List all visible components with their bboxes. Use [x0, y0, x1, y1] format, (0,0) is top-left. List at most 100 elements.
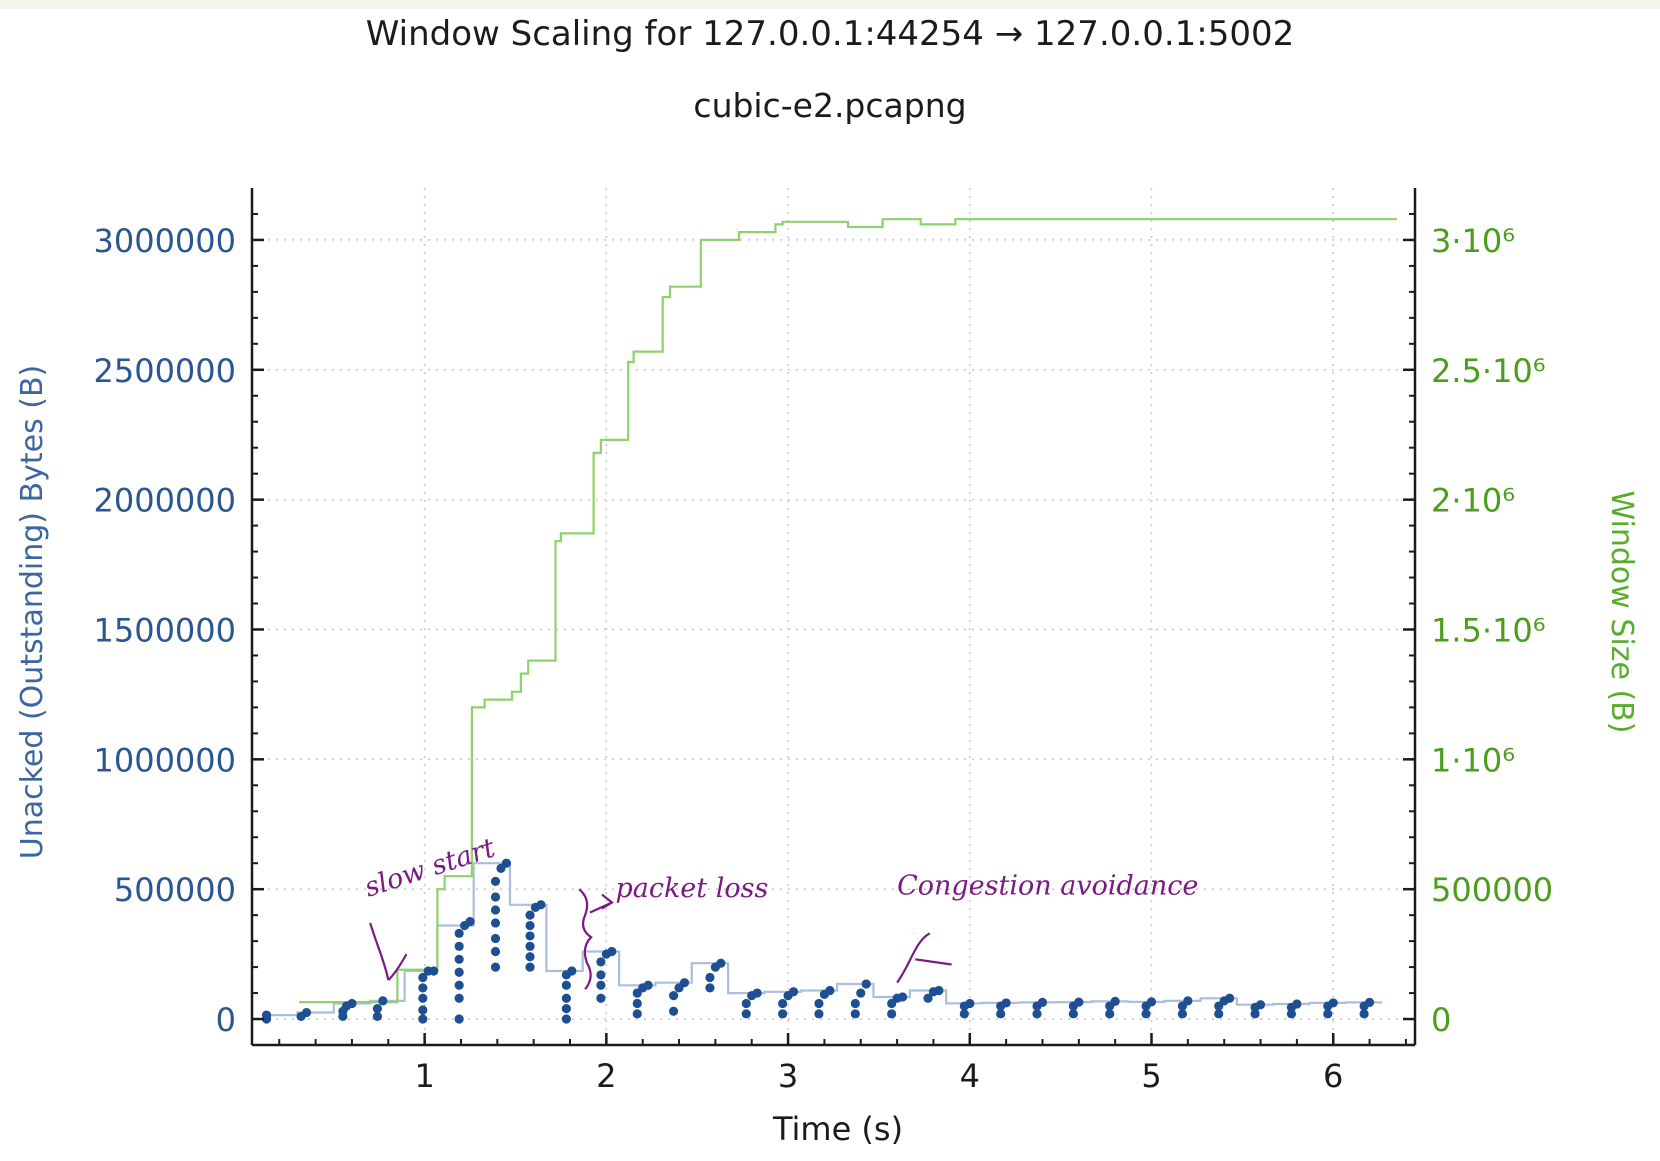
unacked-bytes-point	[525, 962, 535, 972]
y-axis-label: Unacked (Outstanding) Bytes (B)	[15, 365, 50, 859]
unacked-bytes-point	[643, 980, 653, 990]
unacked-bytes-point	[490, 933, 501, 944]
unacked-bytes-point	[632, 998, 642, 1009]
unacked-bytes-point	[465, 917, 475, 927]
unacked-bytes-point	[501, 858, 512, 868]
unacked-bytes-point	[850, 1009, 860, 1019]
unacked-bytes-point	[778, 998, 788, 1009]
unacked-bytes-point	[347, 998, 357, 1009]
unacked-bytes-point	[454, 928, 464, 938]
unacked-bytes-point	[1359, 1009, 1369, 1019]
unacked-bytes-point	[668, 1006, 679, 1016]
unacked-bytes-point	[1225, 993, 1235, 1003]
unacked-bytes-point	[454, 967, 464, 977]
unacked-bytes-point	[1141, 1009, 1151, 1019]
unacked-bytes-point	[897, 992, 908, 1002]
unacked-bytes-point	[561, 1004, 571, 1014]
unacked-bytes-point	[923, 993, 933, 1003]
unacked-bytes-point	[525, 952, 535, 962]
window-size-line	[299, 218, 1397, 1004]
unacked-bytes-point	[561, 993, 571, 1003]
unacked-bytes-point	[788, 987, 799, 997]
unacked-bytes-point	[454, 980, 464, 990]
unacked-bytes-point	[372, 1004, 382, 1014]
annotation-slow-start-arrow	[369, 922, 408, 981]
unacked-bytes-point	[1001, 998, 1011, 1008]
unacked-bytes-point	[1032, 1009, 1042, 1019]
annotation-packet-loss-brace	[578, 888, 593, 990]
unacked-bytes-point	[959, 1009, 969, 1019]
unacked-bytes-point	[596, 970, 606, 980]
unacked-bytes-point	[607, 946, 617, 957]
y2-tick-label: 1·10⁶	[1431, 741, 1515, 779]
unacked-bytes-point	[567, 966, 577, 976]
unacked-bytes-point	[887, 1009, 897, 1019]
unacked-bytes-point	[856, 988, 866, 998]
y-tick-label: 2000000	[93, 482, 236, 520]
unacked-bytes-point	[418, 1014, 428, 1024]
unacked-bytes-point	[716, 958, 726, 968]
unacked-bytes-point	[632, 1009, 642, 1019]
y-tick-label: 3000000	[93, 222, 236, 260]
y-tick-label: 1000000	[93, 741, 236, 779]
annotation-slow-start: slow start	[361, 832, 499, 903]
chart-subtitle: cubic-e2.pcapng	[693, 86, 967, 125]
grid	[252, 188, 1415, 1045]
unacked-bytes-point	[418, 972, 428, 983]
x-tick-label: 4	[960, 1057, 980, 1095]
unacked-bytes-point	[705, 972, 715, 983]
x-tick-label: 2	[596, 1057, 616, 1095]
unacked-bytes-point	[861, 979, 871, 989]
unacked-bytes-point	[418, 993, 428, 1003]
unacked-bytes-point	[1364, 997, 1375, 1008]
unacked-bytes-point	[1074, 997, 1084, 1007]
unacked-bytes-point	[454, 941, 464, 951]
unacked-bytes-point	[418, 1005, 428, 1015]
unacked-bytes-point	[418, 983, 428, 993]
unacked-bytes-point	[1068, 1009, 1078, 1019]
y2-tick-label: 0	[1431, 1001, 1451, 1039]
unacked-bytes-point	[372, 1011, 382, 1022]
unacked-bytes-point	[1177, 1009, 1187, 1019]
unacked-bytes-point	[378, 996, 388, 1006]
unacked-bytes-point	[525, 920, 535, 931]
unacked-bytes-point	[1323, 1009, 1333, 1019]
unacked-bytes-point	[490, 962, 501, 972]
top-bar	[0, 0, 1660, 9]
y2-tick-label: 2·10⁶	[1431, 482, 1515, 520]
ticks: 1 2 3 4 5 6 0 0 500000 500000 1000000 1·10⁶ 1500000 1…	[93, 222, 1553, 1095]
unacked-bytes-point	[825, 985, 835, 996]
unacked-bytes-point	[850, 998, 860, 1009]
y-tick-label: 0	[216, 1001, 236, 1039]
unacked-bytes-point	[752, 988, 762, 998]
annotation-packet-loss: packet loss	[615, 873, 768, 904]
y-tick-label: 500000	[114, 871, 236, 909]
unacked-bytes-point	[1255, 1000, 1266, 1010]
unacked-bytes-point	[490, 892, 501, 902]
x-tick-label: 6	[1323, 1057, 1343, 1095]
x-axis-label: Time (s)	[772, 1110, 903, 1148]
unacked-bytes-point	[429, 966, 439, 976]
unacked-bytes-point	[490, 918, 501, 928]
axes	[250, 188, 1417, 1047]
unacked-bytes-point	[525, 910, 535, 920]
unacked-bytes-point	[525, 931, 535, 941]
annotations: slow start packet loss Congestion avoidanc…	[361, 832, 1198, 990]
x-tick-label: 5	[1141, 1057, 1161, 1095]
unacked-bytes-point	[965, 998, 975, 1009]
y2-tick-label: 2.5·10⁶	[1431, 352, 1546, 390]
annotation-congestion-arrow	[896, 932, 952, 984]
x-tick-label: 3	[778, 1057, 798, 1095]
unacked-bytes-point	[741, 998, 751, 1009]
unacked-bytes-point	[934, 985, 944, 996]
y2-tick-label: 1.5·10⁶	[1431, 611, 1546, 649]
unacked-bytes-point	[1214, 1009, 1224, 1019]
unacked-bytes-point	[596, 993, 606, 1003]
y-tick-label: 1500000	[93, 611, 236, 649]
unacked-bytes-point	[814, 1009, 824, 1019]
unacked-bytes-point	[679, 978, 690, 988]
unacked-bytes-point	[261, 1010, 272, 1020]
unacked-bytes-point	[705, 983, 715, 993]
unacked-bytes-point	[996, 1009, 1006, 1019]
unacked-bytes-point	[490, 946, 501, 957]
